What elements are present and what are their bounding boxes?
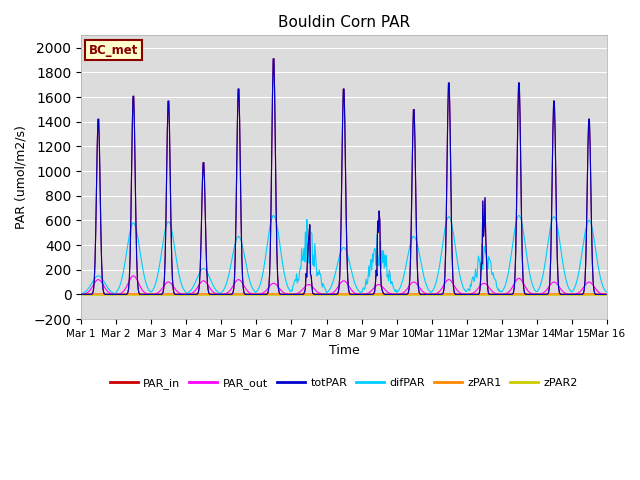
totPAR [409, 135, 417, 141]
difPAR [194, 273, 202, 279]
PAR_out [602, 291, 610, 297]
totPAR [141, 291, 148, 297]
difPAR [269, 213, 277, 218]
totPAR [87, 291, 95, 297]
zPAR2 [141, 292, 148, 298]
zPAR2 [602, 292, 610, 298]
PAR_out [287, 291, 295, 297]
totPAR [77, 291, 85, 297]
X-axis label: Time: Time [329, 344, 360, 357]
zPAR1 [87, 291, 95, 297]
difPAR [87, 282, 95, 288]
difPAR [77, 291, 85, 297]
zPAR1 [194, 291, 202, 297]
difPAR [602, 289, 610, 295]
zPAR2 [222, 292, 230, 298]
Title: Bouldin Corn PAR: Bouldin Corn PAR [278, 15, 410, 30]
PAR_out [409, 279, 417, 285]
zPAR1 [222, 291, 230, 297]
zPAR2 [87, 292, 95, 298]
Text: BC_met: BC_met [89, 44, 138, 57]
PAR_in [392, 291, 400, 297]
zPAR2 [408, 292, 415, 298]
zPAR1 [141, 291, 148, 297]
PAR_in [77, 291, 85, 297]
PAR_in [270, 56, 278, 62]
PAR_in [141, 291, 148, 297]
Line: difPAR: difPAR [81, 216, 606, 294]
PAR_out [424, 291, 432, 297]
PAR_out [87, 287, 95, 292]
zPAR2 [423, 292, 431, 298]
totPAR [270, 56, 278, 62]
PAR_out [223, 290, 230, 296]
PAR_in [194, 290, 202, 296]
PAR_in [409, 135, 417, 141]
PAR_out [195, 283, 203, 288]
zPAR1 [77, 291, 85, 297]
PAR_in [87, 291, 95, 297]
Legend: PAR_in, PAR_out, totPAR, difPAR, zPAR1, zPAR2: PAR_in, PAR_out, totPAR, difPAR, zPAR1, … [106, 373, 582, 393]
Line: PAR_in: PAR_in [81, 59, 606, 294]
difPAR [424, 285, 431, 290]
zPAR1 [408, 291, 415, 297]
totPAR [602, 291, 610, 297]
Y-axis label: PAR (umol/m2/s): PAR (umol/m2/s) [15, 125, 28, 229]
PAR_in [602, 291, 610, 297]
totPAR [194, 290, 202, 296]
PAR_in [424, 291, 432, 297]
zPAR2 [77, 292, 85, 298]
difPAR [222, 283, 230, 288]
difPAR [141, 275, 148, 281]
PAR_out [141, 290, 149, 296]
totPAR [392, 291, 400, 297]
zPAR1 [423, 291, 431, 297]
difPAR [408, 236, 416, 241]
zPAR2 [194, 292, 202, 298]
PAR_out [77, 291, 85, 297]
Line: PAR_out: PAR_out [81, 276, 606, 294]
totPAR [222, 291, 230, 297]
totPAR [424, 291, 432, 297]
PAR_in [222, 291, 230, 297]
Line: totPAR: totPAR [81, 59, 606, 294]
PAR_out [129, 273, 137, 279]
zPAR1 [602, 291, 610, 297]
